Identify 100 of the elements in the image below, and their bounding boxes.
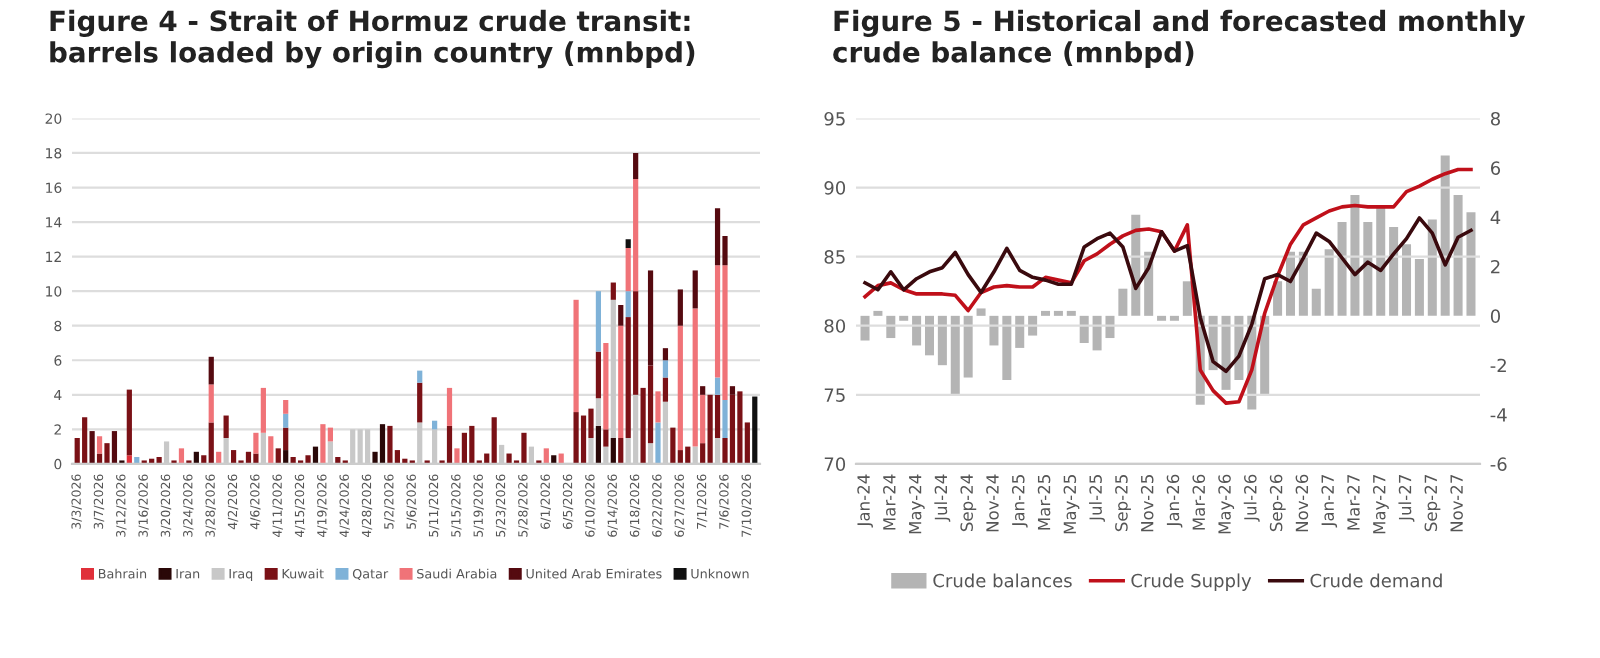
- bar: [253, 432, 259, 454]
- bar: [1402, 244, 1412, 316]
- bar: [320, 424, 326, 464]
- bar: [573, 299, 579, 413]
- y-tick-label: 70: [824, 457, 846, 472]
- bar: [860, 315, 870, 341]
- bar: [633, 152, 639, 179]
- bar: [208, 384, 214, 423]
- bar: [111, 431, 118, 464]
- bar: [610, 282, 616, 300]
- bar: [692, 270, 698, 309]
- bar: [950, 315, 960, 395]
- x-tick-label: Jan-27: [1321, 475, 1338, 528]
- x-tick-label: May-27: [1372, 475, 1389, 534]
- bar: [126, 389, 132, 456]
- bar: [912, 315, 922, 346]
- bar: [714, 377, 721, 395]
- x-tick-label: Sep-27: [1424, 475, 1441, 532]
- bar: [446, 425, 453, 464]
- y2-tick-label: 2: [1491, 259, 1500, 274]
- bar: [1015, 315, 1025, 348]
- bar: [506, 453, 512, 464]
- y-tick-label: 90: [824, 180, 846, 195]
- y2-tick-label: -4: [1490, 408, 1507, 422]
- x-tick-label: Sep-26: [1269, 474, 1286, 532]
- bar: [1376, 207, 1386, 316]
- bar: [283, 413, 289, 428]
- bar: [580, 415, 587, 464]
- bar: [610, 437, 616, 464]
- bar: [873, 310, 883, 316]
- x-tick-label: Nov-25: [1140, 475, 1154, 532]
- y-tick-label: 80: [824, 319, 846, 333]
- bar: [1414, 259, 1424, 316]
- x-tick-label: Mar-27: [1347, 475, 1360, 530]
- x-tick-label: Jul-25: [1089, 475, 1106, 522]
- bar: [886, 315, 896, 339]
- bar: [989, 315, 999, 346]
- bar: [446, 387, 453, 426]
- x-tick-label: Jul-27: [1398, 475, 1415, 522]
- bar: [1157, 315, 1167, 321]
- bar: [543, 448, 549, 464]
- x-tick-label: Jan-25: [1011, 475, 1028, 528]
- legend-label: Crude balances: [933, 573, 1072, 588]
- bar: [618, 437, 624, 464]
- x-tick-label: Nov-26: [1295, 474, 1309, 532]
- bar: [603, 342, 609, 430]
- bar: [454, 448, 460, 464]
- bar: [662, 348, 669, 361]
- bar: [610, 299, 616, 438]
- y2-tick-label: 6: [1490, 161, 1501, 175]
- bar: [253, 453, 259, 464]
- bar: [573, 412, 579, 464]
- x-tick-label: May-25: [1063, 475, 1080, 534]
- bar: [707, 394, 713, 464]
- bar: [1002, 315, 1012, 380]
- line-series: [863, 216, 1473, 374]
- bar: [677, 289, 683, 326]
- bar: [1363, 222, 1373, 316]
- bar: [662, 360, 669, 378]
- x-tick-label: Sep-24: [960, 474, 977, 532]
- bar: [230, 450, 237, 464]
- bar: [737, 391, 743, 464]
- bar: [618, 325, 624, 438]
- bar: [379, 424, 386, 464]
- bar: [1079, 315, 1089, 343]
- bar: [963, 315, 973, 378]
- bar: [618, 304, 624, 326]
- bar: [96, 436, 103, 454]
- bar: [662, 377, 669, 402]
- bar: [283, 399, 289, 414]
- bar: [595, 351, 602, 399]
- line-series: [863, 167, 1473, 405]
- bar: [1311, 288, 1321, 316]
- bar: [1028, 315, 1038, 336]
- x-tick-label: Jul-26: [1243, 474, 1260, 522]
- bar: [283, 450, 289, 464]
- x-tick-label: Sep-25: [1115, 475, 1131, 532]
- bar: [178, 448, 185, 464]
- bar: [722, 399, 728, 438]
- bar: [89, 431, 95, 464]
- bar: [491, 417, 497, 464]
- bar: [729, 386, 736, 395]
- bar: [1169, 315, 1179, 321]
- bar: [595, 398, 602, 426]
- bar: [1427, 219, 1437, 316]
- bar: [1182, 281, 1192, 316]
- chart-title: Figure 4 - Strait of Hormuz crude transit: barrels loaded by origin country (mnbpd): [50, 9, 695, 69]
- bar: [1118, 288, 1128, 316]
- x-tick-label: Jan-24: [857, 474, 873, 528]
- bar: [1273, 281, 1283, 316]
- bar: [655, 422, 661, 464]
- y-tick-label: 75: [824, 388, 845, 402]
- bar: [692, 308, 698, 447]
- bar: [1440, 155, 1450, 316]
- chart-title: Figure 5 - Historical and forecasted monthly crude balance (mnbpd): [833, 9, 1526, 69]
- bar: [677, 325, 683, 451]
- y2-tick-label: 8: [1490, 111, 1500, 126]
- bar: [625, 291, 631, 318]
- bar: [976, 308, 986, 316]
- bar: [268, 436, 274, 464]
